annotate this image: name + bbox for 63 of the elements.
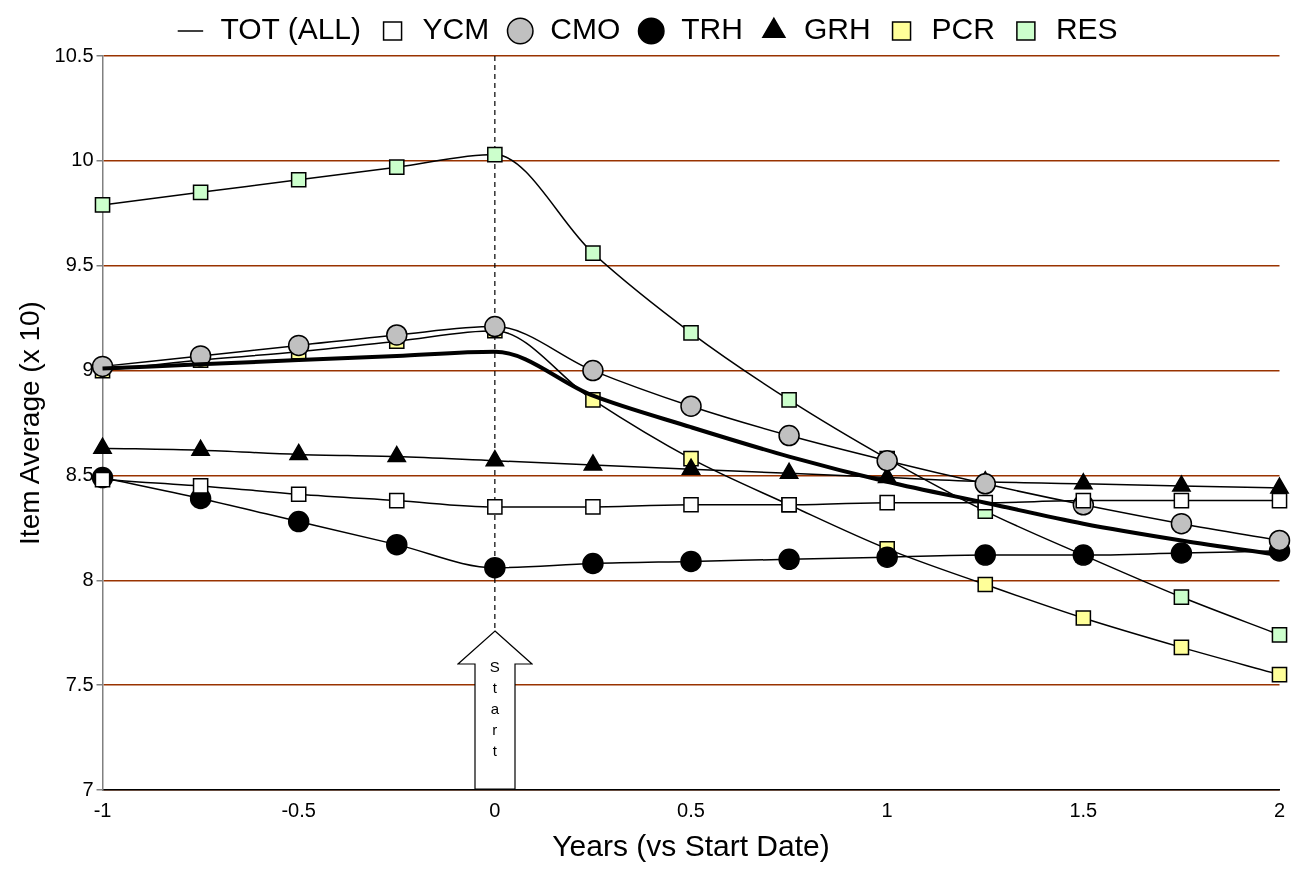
point <box>977 576 994 593</box>
point <box>1271 492 1288 509</box>
point <box>1271 626 1288 643</box>
point <box>1075 610 1092 626</box>
x-tick-label: 1.5 <box>1069 798 1098 821</box>
legend-label: YCM <box>422 12 490 46</box>
x-tick-label: 1 <box>881 798 893 821</box>
point <box>781 392 797 408</box>
point <box>683 325 699 341</box>
point <box>582 552 604 575</box>
y-tick-label: 9.5 <box>65 253 94 276</box>
point <box>386 324 408 346</box>
point <box>287 334 310 357</box>
point <box>876 546 898 568</box>
point <box>1271 666 1288 683</box>
y-tick-label: 7.5 <box>65 672 94 695</box>
legend-label: RES <box>1055 12 1118 46</box>
point <box>778 424 800 447</box>
x-tick-label: -1 <box>93 798 112 821</box>
point <box>1268 529 1291 552</box>
point <box>484 556 506 579</box>
point <box>287 510 310 533</box>
y-tick-label: 9 <box>82 358 94 381</box>
point <box>680 395 702 417</box>
legend-label: TOT (ALL) <box>220 12 362 46</box>
x-tick-label: -0.5 <box>281 798 316 821</box>
point <box>585 245 601 261</box>
point <box>778 548 800 571</box>
legend-label: TRH <box>681 12 743 46</box>
point <box>94 197 111 213</box>
y-tick-label: 7 <box>82 777 94 800</box>
point <box>1173 639 1190 656</box>
ref-line-label: Start <box>489 657 500 761</box>
y-tick-label: 10 <box>71 148 94 171</box>
y-tick-label: 8 <box>82 567 94 590</box>
y-tick-label: 10.5 <box>54 43 94 66</box>
y-tick-label: 8.5 <box>65 462 94 485</box>
point <box>680 550 702 573</box>
point <box>487 146 503 163</box>
point <box>1170 542 1193 564</box>
point <box>1173 589 1190 605</box>
point <box>1170 512 1193 535</box>
x-tick-label: 0.5 <box>677 798 705 821</box>
point <box>388 492 405 509</box>
point <box>484 315 506 338</box>
legend-label: CMO <box>550 12 621 46</box>
point <box>974 544 997 566</box>
point <box>290 486 307 503</box>
point <box>582 359 604 382</box>
point <box>192 478 209 494</box>
point <box>290 171 307 188</box>
point <box>974 473 997 495</box>
point <box>876 450 898 472</box>
x-tick-label: 2 <box>1273 798 1286 821</box>
x-tick-label: 0 <box>489 798 501 821</box>
legend-label: PCR <box>931 12 995 46</box>
point <box>386 533 408 556</box>
point <box>388 159 405 175</box>
legend-label: GRH <box>803 12 871 46</box>
point <box>192 184 209 201</box>
point <box>1173 492 1190 509</box>
y-axis-title: Item Average (x 10) <box>13 301 45 545</box>
x-axis-title: Years (vs Start Date) <box>552 829 830 863</box>
